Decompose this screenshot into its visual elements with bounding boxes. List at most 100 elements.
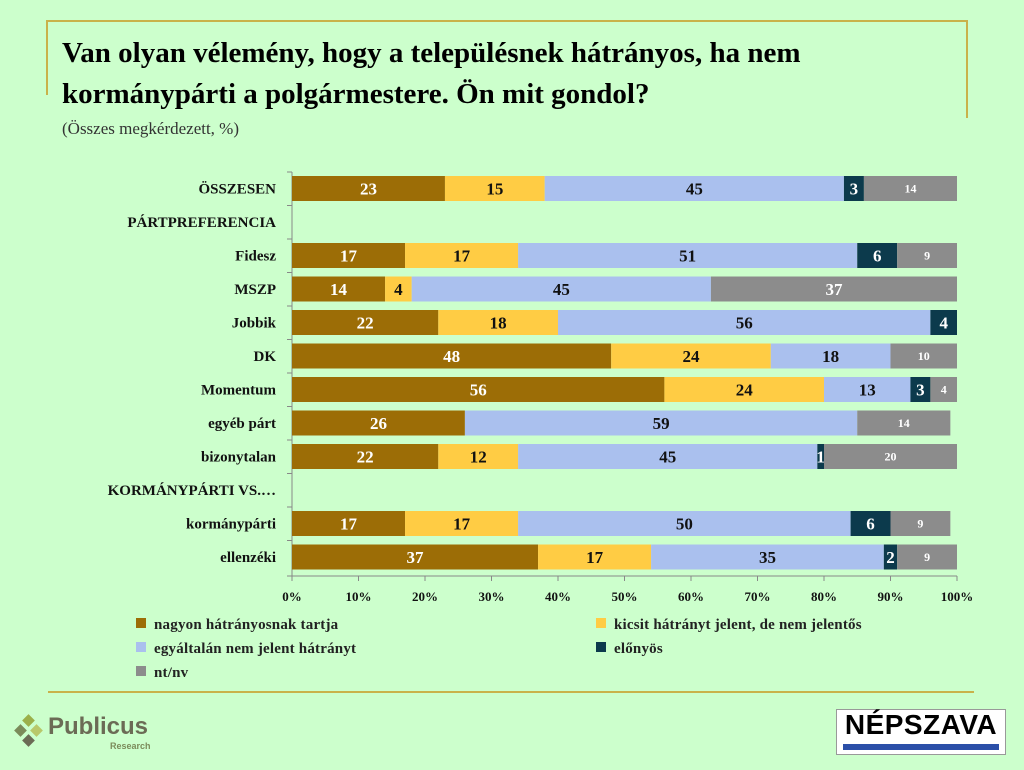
data-label: 6 xyxy=(866,515,875,534)
data-label: 4 xyxy=(394,280,403,299)
category-label: ÖSSZESEN xyxy=(198,181,276,198)
bar-segment xyxy=(292,243,406,268)
data-label: 12 xyxy=(470,448,487,467)
data-label: 35 xyxy=(759,548,776,567)
frame-top-line xyxy=(46,20,968,22)
bar-segment xyxy=(544,176,844,201)
nepszava-logo-text: NÉPSZAVA xyxy=(844,709,998,740)
data-label: 45 xyxy=(659,448,676,467)
x-tick-label: 40% xyxy=(545,589,571,604)
x-tick-label: 60% xyxy=(678,589,704,604)
data-label: 14 xyxy=(330,280,348,299)
x-tick-label: 10% xyxy=(346,589,372,604)
data-label: 4 xyxy=(941,383,947,397)
category-label: kormánypárti xyxy=(186,517,276,533)
bar-segment xyxy=(651,544,884,570)
bar-segment xyxy=(292,444,439,469)
data-label: 17 xyxy=(453,515,471,534)
bar-segment xyxy=(883,544,898,570)
bar-segment xyxy=(863,176,957,201)
bar-segment xyxy=(518,243,858,268)
x-tick-label: 70% xyxy=(745,589,771,604)
bar-segment xyxy=(850,511,891,536)
bar-segment xyxy=(411,276,711,302)
legend-label: nt/nv xyxy=(154,665,189,681)
category-label: Jobbik xyxy=(232,316,277,332)
bar-segment xyxy=(292,410,465,436)
data-label: 13 xyxy=(859,381,876,400)
data-label: 3 xyxy=(850,180,859,199)
data-label: 17 xyxy=(340,515,358,534)
data-label: 37 xyxy=(407,548,425,567)
data-label: 45 xyxy=(553,280,570,299)
data-label: 48 xyxy=(443,347,460,366)
data-label: 9 xyxy=(917,517,923,531)
publicus-logo-mark-icon xyxy=(14,714,43,747)
legend-item: kicsit hátrányt jelent, de nem jelentős xyxy=(596,617,862,634)
bar-segment xyxy=(910,377,931,402)
bar-segment xyxy=(292,343,612,369)
legend-swatch xyxy=(136,666,146,676)
bar-segment xyxy=(292,511,406,536)
data-label: 17 xyxy=(453,247,471,266)
category-label: bizonytalan xyxy=(201,450,277,466)
data-label: 17 xyxy=(340,247,358,266)
data-label: 18 xyxy=(822,347,839,366)
bar-segment xyxy=(611,343,771,369)
stacked-bar-chart: ÖSSZESEN PÁRTPREFERENCIA Fidesz MSZP Jobbik D… xyxy=(108,171,974,604)
legend-swatch xyxy=(136,618,146,628)
x-tick-label: 50% xyxy=(612,589,638,604)
chart-legend: nagyon hátrányosnak tartja kicsit hátrány… xyxy=(0,612,1024,692)
bar-segment xyxy=(405,511,519,536)
bar-segment xyxy=(438,444,519,469)
data-label: 9 xyxy=(924,249,930,263)
bar-segment xyxy=(292,544,539,570)
bar-segment xyxy=(857,243,898,268)
data-label: 22 xyxy=(357,314,374,333)
bar-segment xyxy=(890,343,957,369)
x-tick-label: 20% xyxy=(412,589,438,604)
data-label: 51 xyxy=(679,247,696,266)
data-label: 14 xyxy=(898,416,910,430)
bar-segment xyxy=(843,176,864,201)
bar-segment xyxy=(438,310,558,335)
category-label: ellenzéki xyxy=(220,550,276,566)
legend-item: nagyon hátrányosnak tartja xyxy=(136,617,338,634)
x-tick-label: 0% xyxy=(282,589,302,604)
bar-segment xyxy=(824,444,957,469)
x-tick-label: 100% xyxy=(941,589,974,604)
legend-swatch xyxy=(136,642,146,652)
data-label: 9 xyxy=(924,550,930,564)
category-label: DK xyxy=(254,349,277,365)
bar-segment xyxy=(444,176,545,201)
data-label: 56 xyxy=(736,314,753,333)
data-label: 14 xyxy=(904,182,916,196)
nepszava-logo: NÉPSZAVA xyxy=(836,709,1006,755)
bar-segment xyxy=(897,544,957,570)
data-label: 2 xyxy=(886,548,895,567)
category-label: PÁRTPREFERENCIA xyxy=(127,214,276,231)
data-label: 37 xyxy=(825,280,843,299)
bar-segment xyxy=(664,377,824,402)
data-label: 17 xyxy=(586,548,604,567)
bar-segment xyxy=(292,377,665,402)
bar-segment xyxy=(890,511,951,536)
bar-segment xyxy=(405,243,519,268)
legend-item: előnyös xyxy=(596,641,663,658)
x-tick-label: 80% xyxy=(811,589,837,604)
data-label: 3 xyxy=(916,381,925,400)
data-label: 10 xyxy=(918,349,930,363)
bar-segment xyxy=(930,310,957,335)
legend-item: egyáltalán nem jelent hátrányt xyxy=(136,641,356,658)
legend-item: nt/nv xyxy=(136,665,188,682)
data-label: 18 xyxy=(490,314,507,333)
chart-title: Van olyan vélemény, hogy a településnek … xyxy=(62,37,801,110)
category-label: KORMÁNYPÁRTI VS.… xyxy=(108,482,276,499)
data-label: 23 xyxy=(360,180,377,199)
publicus-logo-text: Publicus xyxy=(48,713,149,740)
bar-segment xyxy=(824,377,911,402)
category-label: Fidesz xyxy=(235,249,276,265)
legend-swatch xyxy=(596,618,606,628)
data-label: 56 xyxy=(470,381,487,400)
data-label: 20 xyxy=(885,450,897,464)
